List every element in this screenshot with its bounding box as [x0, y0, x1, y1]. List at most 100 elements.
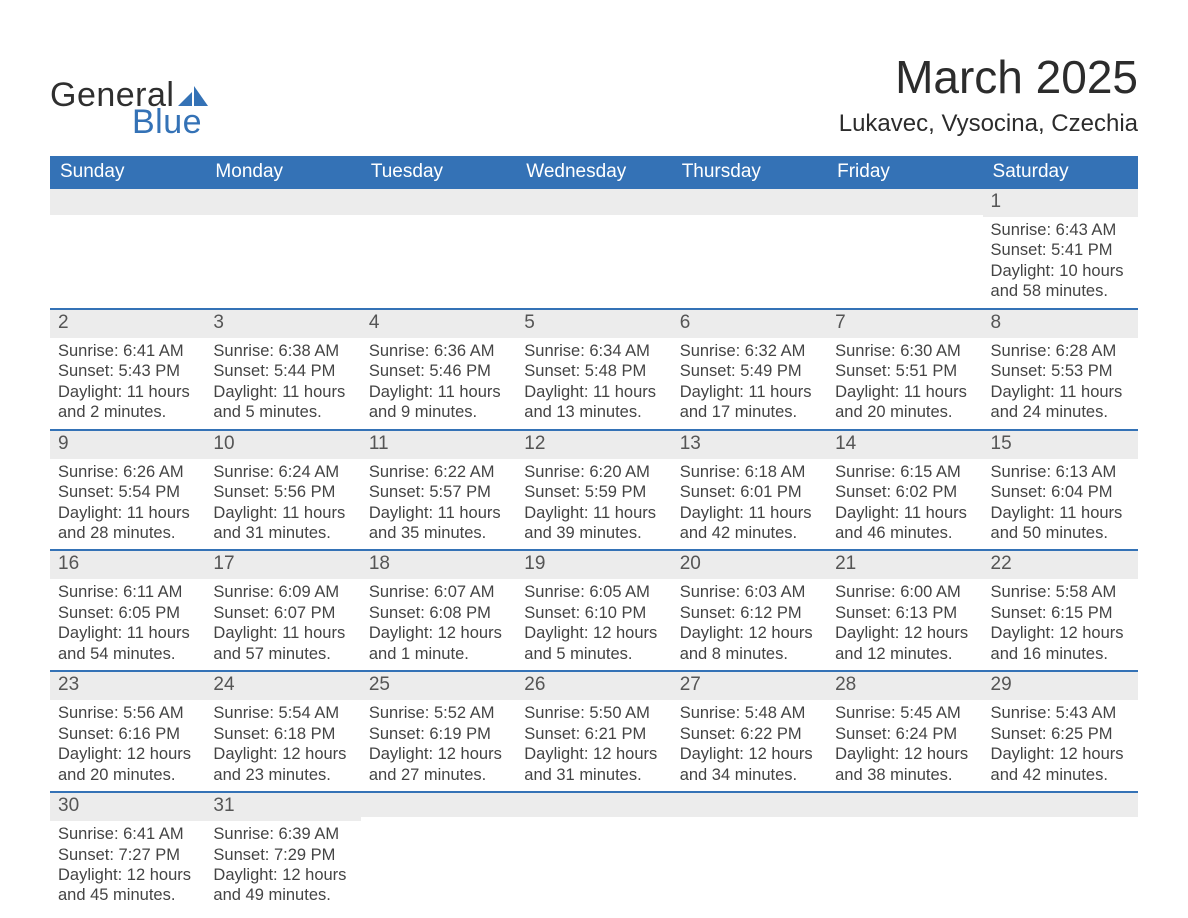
day-body: Sunrise: 6:24 AMSunset: 5:56 PMDaylight:… [205, 459, 360, 550]
calendar-week: 30Sunrise: 6:41 AMSunset: 7:27 PMDayligh… [50, 791, 1138, 912]
dow-thursday: Thursday [672, 156, 827, 189]
day-number: 22 [983, 549, 1138, 579]
daylight-line: Daylight: 12 hours and 34 minutes. [680, 744, 819, 785]
calendar-day: 17Sunrise: 6:09 AMSunset: 6:07 PMDayligh… [205, 549, 360, 670]
sunset-line: Sunset: 5:59 PM [524, 482, 663, 502]
calendar-day: 27Sunrise: 5:48 AMSunset: 6:22 PMDayligh… [672, 670, 827, 791]
daylight-line: Daylight: 12 hours and 42 minutes. [991, 744, 1130, 785]
calendar-week: 1Sunrise: 6:43 AMSunset: 5:41 PMDaylight… [50, 189, 1138, 308]
sunset-line: Sunset: 5:43 PM [58, 361, 197, 381]
day-number: 15 [983, 429, 1138, 459]
day-body: Sunrise: 6:15 AMSunset: 6:02 PMDaylight:… [827, 459, 982, 550]
day-body [516, 215, 671, 295]
daylight-line: Daylight: 11 hours and 9 minutes. [369, 382, 508, 423]
day-body [516, 817, 671, 897]
calendar-day: 5Sunrise: 6:34 AMSunset: 5:48 PMDaylight… [516, 308, 671, 429]
calendar-week: 2Sunrise: 6:41 AMSunset: 5:43 PMDaylight… [50, 308, 1138, 429]
calendar-day: 26Sunrise: 5:50 AMSunset: 6:21 PMDayligh… [516, 670, 671, 791]
day-number [516, 189, 671, 215]
sunrise-line: Sunrise: 6:41 AM [58, 824, 197, 844]
dow-tuesday: Tuesday [361, 156, 516, 189]
sunset-line: Sunset: 6:07 PM [213, 603, 352, 623]
day-body: Sunrise: 6:28 AMSunset: 5:53 PMDaylight:… [983, 338, 1138, 429]
day-body [361, 215, 516, 295]
calendar-day: 1Sunrise: 6:43 AMSunset: 5:41 PMDaylight… [983, 189, 1138, 308]
sunrise-line: Sunrise: 6:39 AM [213, 824, 352, 844]
calendar-day: 22Sunrise: 5:58 AMSunset: 6:15 PMDayligh… [983, 549, 1138, 670]
day-body [672, 215, 827, 295]
day-number: 21 [827, 549, 982, 579]
calendar-week: 9Sunrise: 6:26 AMSunset: 5:54 PMDaylight… [50, 429, 1138, 550]
daylight-line: Daylight: 11 hours and 42 minutes. [680, 503, 819, 544]
calendar-day-empty [516, 189, 671, 308]
dow-saturday: Saturday [983, 156, 1138, 189]
sunrise-line: Sunrise: 5:58 AM [991, 582, 1130, 602]
calendar-day: 12Sunrise: 6:20 AMSunset: 5:59 PMDayligh… [516, 429, 671, 550]
calendar-day: 30Sunrise: 6:41 AMSunset: 7:27 PMDayligh… [50, 791, 205, 912]
sunrise-line: Sunrise: 6:18 AM [680, 462, 819, 482]
daylight-line: Daylight: 12 hours and 16 minutes. [991, 623, 1130, 664]
sunrise-line: Sunrise: 6:36 AM [369, 341, 508, 361]
day-number [827, 189, 982, 215]
sunset-line: Sunset: 5:44 PM [213, 361, 352, 381]
day-number [361, 189, 516, 215]
calendar-day-empty [672, 791, 827, 912]
title-block: March 2025 Lukavec, Vysocina, Czechia [839, 50, 1138, 138]
sunrise-line: Sunrise: 6:24 AM [213, 462, 352, 482]
sunset-line: Sunset: 6:13 PM [835, 603, 974, 623]
day-number: 18 [361, 549, 516, 579]
day-number: 1 [983, 189, 1138, 217]
daylight-line: Daylight: 12 hours and 1 minute. [369, 623, 508, 664]
calendar-day: 29Sunrise: 5:43 AMSunset: 6:25 PMDayligh… [983, 670, 1138, 791]
sunset-line: Sunset: 5:54 PM [58, 482, 197, 502]
sunrise-line: Sunrise: 5:43 AM [991, 703, 1130, 723]
sunrise-line: Sunrise: 5:56 AM [58, 703, 197, 723]
day-number [516, 791, 671, 817]
day-number: 6 [672, 308, 827, 338]
day-number: 17 [205, 549, 360, 579]
sunset-line: Sunset: 5:41 PM [991, 240, 1130, 260]
day-body: Sunrise: 5:56 AMSunset: 6:16 PMDaylight:… [50, 700, 205, 791]
sunset-line: Sunset: 6:05 PM [58, 603, 197, 623]
calendar-day: 3Sunrise: 6:38 AMSunset: 5:44 PMDaylight… [205, 308, 360, 429]
day-body [983, 817, 1138, 897]
sunrise-line: Sunrise: 6:43 AM [991, 220, 1130, 240]
daylight-line: Daylight: 12 hours and 49 minutes. [213, 865, 352, 906]
daylight-line: Daylight: 11 hours and 35 minutes. [369, 503, 508, 544]
day-body: Sunrise: 6:30 AMSunset: 5:51 PMDaylight:… [827, 338, 982, 429]
day-number: 29 [983, 670, 1138, 700]
day-number: 13 [672, 429, 827, 459]
calendar-day: 14Sunrise: 6:15 AMSunset: 6:02 PMDayligh… [827, 429, 982, 550]
day-body: Sunrise: 6:38 AMSunset: 5:44 PMDaylight:… [205, 338, 360, 429]
calendar-day-empty [361, 791, 516, 912]
calendar-day-empty [827, 791, 982, 912]
sunrise-line: Sunrise: 5:48 AM [680, 703, 819, 723]
day-number: 31 [205, 791, 360, 821]
day-number: 3 [205, 308, 360, 338]
daylight-line: Daylight: 11 hours and 31 minutes. [213, 503, 352, 544]
calendar-grid: Sunday Monday Tuesday Wednesday Thursday… [50, 156, 1138, 912]
calendar-day: 2Sunrise: 6:41 AMSunset: 5:43 PMDaylight… [50, 308, 205, 429]
sunset-line: Sunset: 5:51 PM [835, 361, 974, 381]
sunset-line: Sunset: 5:53 PM [991, 361, 1130, 381]
daylight-line: Daylight: 11 hours and 39 minutes. [524, 503, 663, 544]
day-number [205, 189, 360, 215]
page-title: March 2025 [839, 50, 1138, 104]
daylight-line: Daylight: 12 hours and 45 minutes. [58, 865, 197, 906]
calendar-day: 9Sunrise: 6:26 AMSunset: 5:54 PMDaylight… [50, 429, 205, 550]
day-number [672, 189, 827, 215]
sunset-line: Sunset: 5:46 PM [369, 361, 508, 381]
calendar-week: 23Sunrise: 5:56 AMSunset: 6:16 PMDayligh… [50, 670, 1138, 791]
sunset-line: Sunset: 6:10 PM [524, 603, 663, 623]
calendar-day-empty [205, 189, 360, 308]
day-number: 7 [827, 308, 982, 338]
calendar-day: 19Sunrise: 6:05 AMSunset: 6:10 PMDayligh… [516, 549, 671, 670]
calendar-day-empty [983, 791, 1138, 912]
dow-monday: Monday [205, 156, 360, 189]
day-number: 4 [361, 308, 516, 338]
calendar-day: 31Sunrise: 6:39 AMSunset: 7:29 PMDayligh… [205, 791, 360, 912]
day-body: Sunrise: 6:43 AMSunset: 5:41 PMDaylight:… [983, 217, 1138, 308]
sunset-line: Sunset: 5:49 PM [680, 361, 819, 381]
day-body: Sunrise: 6:00 AMSunset: 6:13 PMDaylight:… [827, 579, 982, 670]
dow-wednesday: Wednesday [516, 156, 671, 189]
